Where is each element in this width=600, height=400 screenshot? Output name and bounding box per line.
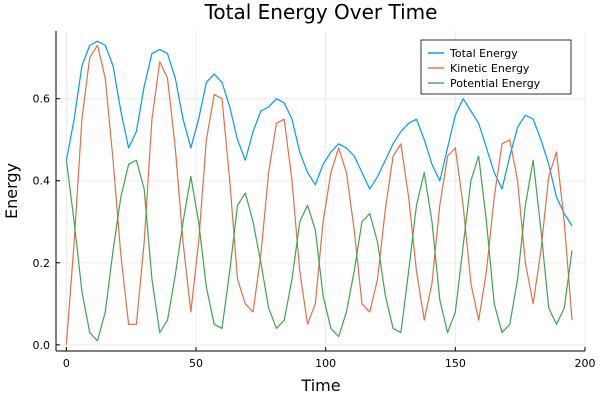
y-tick-label: 0.6 [33, 93, 51, 106]
y-tick-label: 0.2 [33, 257, 51, 270]
x-tick-label: 0 [63, 357, 70, 370]
x-axis-ticks: 0 50 100 150 200 [63, 347, 596, 370]
legend-label-potential-energy: Potential Energy [450, 77, 541, 90]
x-tick-label: 200 [575, 357, 596, 370]
legend-label-total-energy: Total Energy [449, 47, 518, 60]
x-tick-label: 50 [189, 357, 203, 370]
legend-box [420, 39, 572, 95]
legend-label-kinetic-energy: Kinetic Energy [450, 62, 530, 75]
legend: Total Energy Kinetic Energy Potential Ener… [420, 39, 572, 95]
series-lines [65, 40, 573, 345]
x-axis-label: Time [300, 376, 340, 395]
series-line-total-energy [65, 40, 573, 227]
x-tick-label: 150 [445, 357, 466, 370]
y-tick-label: 0.4 [33, 175, 51, 188]
y-axis-label: Energy [2, 163, 21, 219]
y-axis-ticks: 0.0 0.2 0.4 0.6 [33, 93, 60, 352]
chart-title: Total Energy Over Time [204, 0, 438, 24]
grid [56, 31, 586, 351]
y-tick-label: 0.0 [33, 339, 51, 352]
x-tick-label: 100 [315, 357, 336, 370]
series-line-potential-energy [65, 155, 573, 342]
